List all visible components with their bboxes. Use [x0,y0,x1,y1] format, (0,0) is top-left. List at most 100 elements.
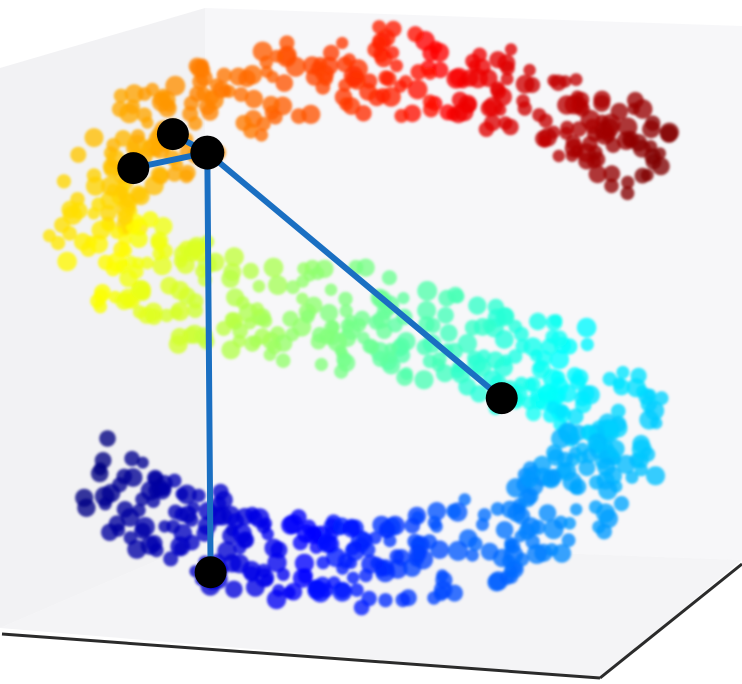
data-point [529,312,547,331]
data-point [569,73,583,86]
data-point [150,235,167,251]
data-point [645,466,666,486]
data-point [395,592,411,608]
data-point [131,280,150,299]
data-point [227,513,244,530]
data-point [644,400,665,421]
data-point [356,258,375,277]
data-point [447,286,464,304]
data-point [243,317,257,330]
data-point [640,447,656,462]
data-point [303,269,316,282]
data-point [131,257,145,270]
data-point [457,334,477,354]
data-point [458,493,471,506]
data-point [94,284,111,301]
data-point [472,47,487,63]
data-point [593,94,611,112]
data-point [616,454,636,474]
data-point [219,84,232,98]
data-point [332,581,353,602]
data-point [620,186,635,201]
data-point [516,94,530,108]
data-point [587,433,608,453]
data-point [54,217,71,233]
data-point [111,101,128,118]
data-point [372,36,387,51]
data-point [257,313,273,328]
data-point [622,130,639,148]
data-point [489,51,507,69]
data-point [344,541,365,561]
data-point [190,242,210,262]
data-point [414,370,434,390]
data-point [480,99,498,117]
data-point [374,564,387,578]
data-point [263,257,284,278]
data-point [99,430,116,447]
data-point [84,128,104,148]
data-point [500,72,514,86]
data-point [423,101,439,118]
data-point [129,229,148,248]
data-point [495,521,514,539]
data-point [170,302,190,321]
data-point [224,247,244,267]
data-point [282,310,299,327]
data-point [432,352,447,367]
data-point [642,120,661,139]
data-point [216,67,232,83]
data-point [124,84,144,104]
data-point [613,496,630,512]
data-point [486,351,505,369]
data-point [394,347,411,363]
data-point [129,185,147,203]
data-point [268,275,288,296]
data-point [437,307,454,324]
data-point [154,217,173,236]
data-point [187,293,204,310]
data-point [233,541,247,555]
data-point [346,571,360,584]
graph-node-n2 [117,152,150,185]
data-point [319,303,339,323]
data-point [51,235,66,251]
graph-node-n4 [194,556,227,589]
data-point [233,87,249,102]
data-point [170,327,189,346]
data-point [417,280,438,301]
data-point [378,521,396,538]
data-point [267,109,283,125]
data-point [266,589,287,610]
data-point [427,502,447,521]
data-point [515,552,529,567]
data-point [530,519,546,535]
data-point [339,304,353,318]
data-point [150,166,169,184]
data-point [604,420,620,437]
data-point [465,548,479,562]
data-point [372,20,386,34]
y-axis-edge [599,562,742,680]
data-point [552,544,572,563]
data-point [569,373,586,390]
data-point [632,99,653,119]
data-point [580,337,594,352]
data-point [108,515,126,532]
data-point [294,553,314,573]
graph-node-n3 [485,382,518,415]
data-point [394,79,407,93]
data-point [310,61,326,77]
data-point [446,503,461,519]
data-point [502,554,516,568]
data-point [580,109,601,130]
data-point [390,59,403,73]
data-point [165,75,186,96]
data-point [574,390,591,407]
data-point [468,296,487,315]
data-point [389,549,404,564]
data-point [316,556,330,570]
data-point [118,243,133,257]
data-point [264,538,284,558]
data-point [640,168,654,182]
